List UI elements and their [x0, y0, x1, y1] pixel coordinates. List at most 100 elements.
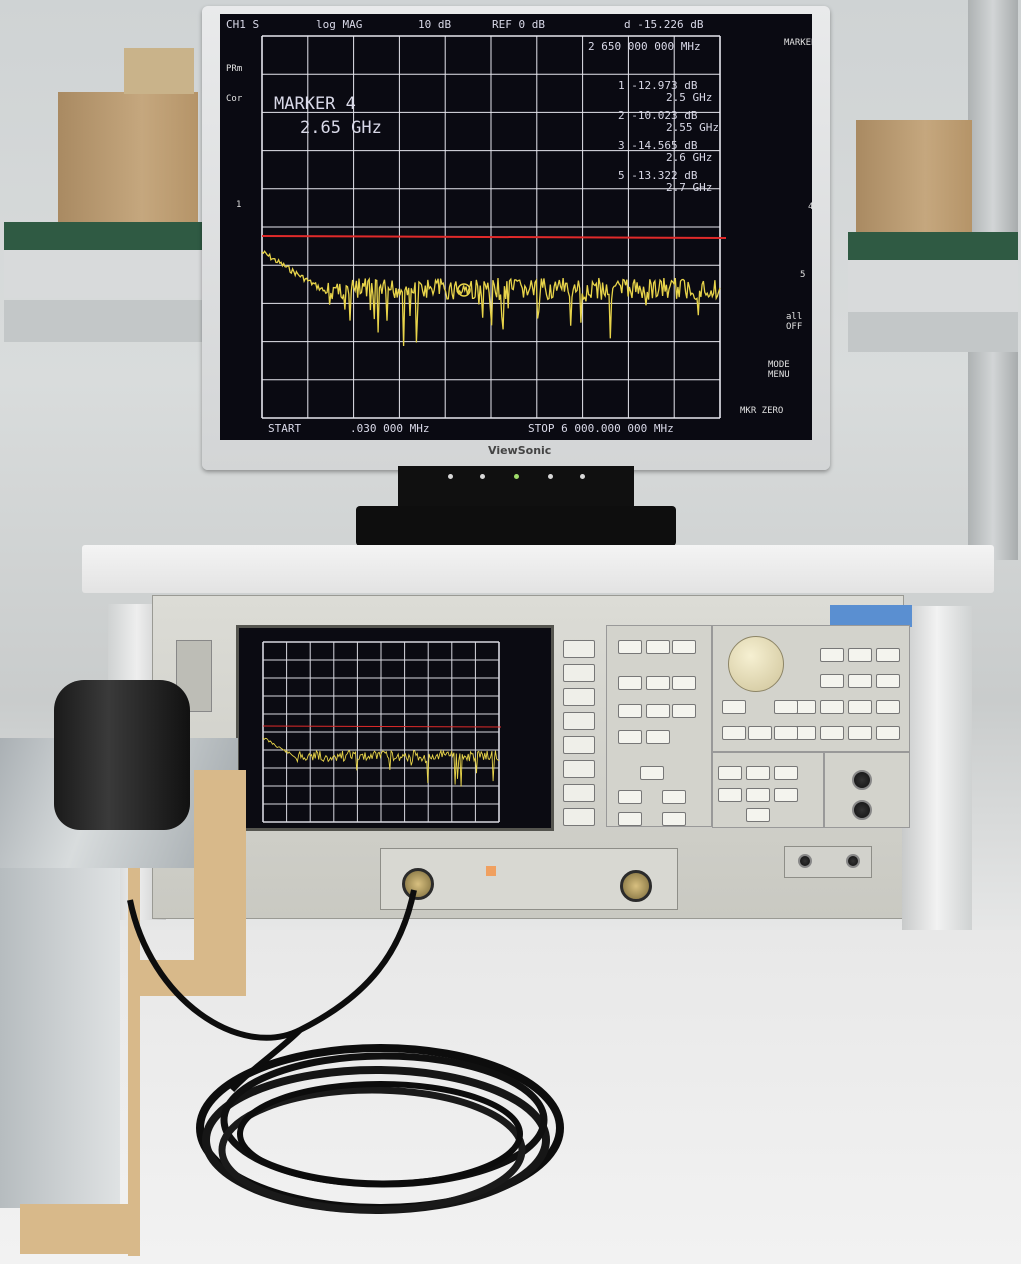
- hardware-softkey[interactable]: [563, 640, 595, 658]
- header-ref: REF 0 dB: [492, 18, 545, 31]
- front-panel-key[interactable]: [848, 674, 872, 688]
- front-panel-key[interactable]: [672, 640, 696, 654]
- front-panel-key[interactable]: [640, 766, 664, 780]
- probe-jack: [852, 770, 872, 790]
- start-frequency: .030 000 MHz: [350, 422, 430, 435]
- rf-port-1[interactable]: [402, 868, 434, 900]
- front-panel-key[interactable]: [618, 704, 642, 718]
- hardware-softkey[interactable]: [563, 736, 595, 754]
- bias-port: [846, 854, 860, 868]
- front-panel-key[interactable]: [672, 704, 696, 718]
- front-panel-key[interactable]: [876, 700, 900, 714]
- front-panel-key[interactable]: [774, 788, 798, 802]
- header-delta: d -15.226 dB: [624, 18, 704, 31]
- front-panel-key[interactable]: [774, 726, 798, 740]
- monitor-button: [548, 474, 553, 479]
- front-panel-key[interactable]: [722, 726, 746, 740]
- front-panel-key[interactable]: [618, 676, 642, 690]
- analyzer-handle-right: [902, 606, 972, 944]
- front-panel-key[interactable]: [718, 788, 742, 802]
- front-panel-key[interactable]: [646, 730, 670, 744]
- monitor-brand: ViewSonic: [488, 444, 552, 457]
- front-panel-key[interactable]: [774, 700, 798, 714]
- left-label-trace-number: 1: [236, 200, 242, 210]
- front-panel-key[interactable]: [820, 648, 844, 662]
- marker-value: -13.322 dB: [631, 169, 698, 182]
- front-panel-key[interactable]: [748, 726, 772, 740]
- builtin-graticule: [262, 641, 500, 823]
- front-panel-key[interactable]: [774, 766, 798, 780]
- bias-port: [798, 854, 812, 868]
- stop-frequency: STOP 6 000.000 000 MHz: [528, 422, 674, 435]
- shelf-edge: [4, 300, 204, 342]
- hardware-softkey[interactable]: [563, 712, 595, 730]
- front-panel-key[interactable]: [646, 640, 670, 654]
- active-marker-value: 2.65 GHz: [300, 118, 382, 138]
- front-panel-key[interactable]: [848, 700, 872, 714]
- marker-index: 2: [618, 109, 632, 122]
- shelf-edge: [848, 312, 1018, 352]
- rf-port-2[interactable]: [620, 870, 652, 902]
- shelf-board: [848, 232, 1018, 260]
- front-panel-key[interactable]: [618, 790, 642, 804]
- front-panel-key[interactable]: [820, 674, 844, 688]
- front-panel-key[interactable]: [820, 700, 844, 714]
- monitor-button: [514, 474, 519, 479]
- softkey-all-off: all OFF: [786, 312, 803, 332]
- hardware-softkey[interactable]: [563, 688, 595, 706]
- measurement-trace: [261, 250, 721, 347]
- front-panel-key[interactable]: [820, 726, 844, 740]
- front-panel-key[interactable]: [876, 674, 900, 688]
- hardware-softkey[interactable]: [563, 808, 595, 826]
- front-panel-key[interactable]: [646, 676, 670, 690]
- front-panel-key[interactable]: [618, 640, 642, 654]
- front-panel-key[interactable]: [662, 812, 686, 826]
- metal-stand-leg: [0, 868, 120, 1208]
- marker-table-row: 3 -14.565 dB 2.6 GHz: [618, 140, 712, 164]
- front-panel-key[interactable]: [672, 676, 696, 690]
- front-panel-key[interactable]: [746, 808, 770, 822]
- front-panel-key[interactable]: [646, 704, 670, 718]
- wood-frame: [194, 770, 246, 996]
- marker-table-row: 5 -13.322 dB 2.7 GHz: [618, 170, 712, 194]
- hardware-softkey[interactable]: [563, 784, 595, 802]
- front-panel-key[interactable]: [618, 730, 642, 744]
- front-panel-key[interactable]: [848, 726, 872, 740]
- monitor-stand-base: [356, 506, 676, 546]
- front-panel-key[interactable]: [876, 648, 900, 662]
- monitor-button: [480, 474, 485, 479]
- front-panel-key[interactable]: [746, 766, 770, 780]
- antenna-puck: [54, 680, 190, 830]
- graticule: [261, 35, 721, 419]
- front-panel-key[interactable]: [876, 726, 900, 740]
- probe-jack: [852, 800, 872, 820]
- hardware-softkey[interactable]: [563, 664, 595, 682]
- front-panel-key[interactable]: [848, 648, 872, 662]
- cardboard-box: [856, 120, 972, 234]
- softkey-mkr-zero: MKR ZERO: [740, 406, 784, 416]
- marker-symbol: [457, 283, 471, 297]
- shelf-edge: [848, 260, 1018, 312]
- softkey-4: 4: [808, 202, 812, 212]
- marker-value: -10.023 dB: [631, 109, 698, 122]
- shelf-board: [4, 222, 204, 250]
- rotary-knob[interactable]: [728, 636, 784, 692]
- marker-frequency-value: 2.55 GHz: [666, 121, 719, 134]
- front-panel-key[interactable]: [718, 766, 742, 780]
- softkey-5: 5: [800, 270, 806, 280]
- monitor-button: [580, 474, 585, 479]
- header-format: log MAG: [316, 18, 363, 31]
- wood-frame: [128, 868, 140, 1256]
- softkey-mode-menu: MODE MENU: [768, 360, 790, 380]
- front-panel-key[interactable]: [662, 790, 686, 804]
- marker-table-row: 2 -10.023 dB 2.55 GHz: [618, 110, 719, 134]
- front-panel-key[interactable]: [618, 812, 642, 826]
- front-panel-key[interactable]: [746, 788, 770, 802]
- header-channel: CH1 S: [226, 18, 260, 31]
- hardware-softkey[interactable]: [563, 760, 595, 778]
- front-panel-key[interactable]: [722, 700, 746, 714]
- active-marker-title: MARKER 4: [274, 94, 356, 114]
- marker-frequency: 2 650 000 000 MHz: [588, 40, 701, 53]
- marker-index: 1: [618, 79, 632, 92]
